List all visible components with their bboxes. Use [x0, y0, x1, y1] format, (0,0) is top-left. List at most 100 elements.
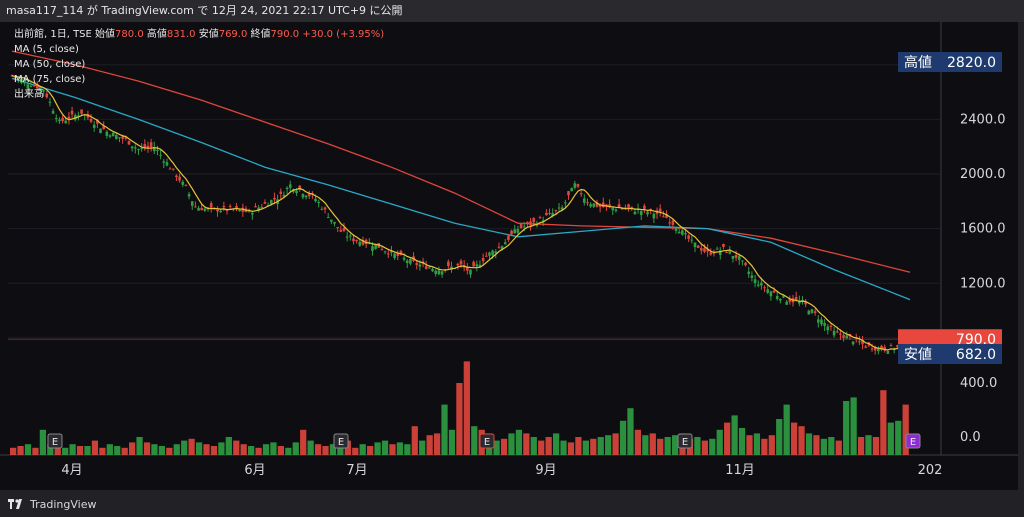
volume-bar [329, 444, 337, 455]
earnings-marker-box[interactable] [333, 433, 349, 449]
candle [48, 101, 52, 103]
earnings-marker: E [677, 433, 693, 449]
volume-bar [151, 444, 158, 455]
candle [307, 193, 311, 197]
volume-bar [114, 446, 121, 455]
volume-bar [181, 440, 188, 455]
volume-bar [441, 404, 448, 455]
volume-bar [277, 446, 285, 455]
volume-bar [433, 433, 441, 455]
volume-bar [664, 437, 671, 455]
volume-bar [225, 437, 232, 455]
time-axis: 4月 6月 7月 9月 11月 202 [61, 463, 942, 478]
volume-tick-label: 0.0 [960, 430, 981, 445]
candle [820, 319, 823, 325]
candle [737, 256, 741, 260]
legend-ma50[interactable]: MA (50, close) [14, 59, 86, 70]
candle [835, 331, 839, 333]
volume-bar [396, 442, 404, 455]
volume-bar [642, 435, 649, 455]
volume-bar [381, 440, 389, 455]
candle [20, 78, 23, 83]
candle [652, 213, 656, 219]
candle [361, 240, 365, 245]
earnings-marker-letter: E [52, 437, 58, 448]
legend-ma5[interactable]: MA (5, close) [14, 44, 79, 55]
candle [674, 228, 678, 231]
candle [861, 340, 864, 345]
candle [605, 204, 608, 207]
candle [715, 248, 719, 250]
candle [529, 221, 532, 226]
volume-bar [500, 438, 508, 455]
legend-ma75[interactable]: MA (75, close) [14, 74, 86, 85]
price-tick-label: 1200.0 [960, 276, 1006, 291]
candle [668, 222, 671, 224]
candle [798, 301, 801, 304]
candle [633, 211, 637, 215]
candle [750, 275, 754, 278]
candle [431, 268, 434, 272]
volume-bar [143, 442, 151, 455]
candle [203, 208, 207, 211]
candle [336, 227, 339, 229]
volume-bar [857, 437, 865, 455]
candle [152, 147, 156, 152]
candle [456, 263, 460, 266]
candle [282, 194, 286, 197]
candle [639, 210, 643, 216]
candle [415, 263, 419, 265]
earnings-marker-box[interactable] [677, 433, 693, 449]
volume-bar [813, 435, 820, 455]
candle [839, 333, 842, 335]
candle [428, 267, 431, 269]
legend-volume[interactable]: 出来高 [14, 89, 44, 100]
candle [889, 345, 893, 347]
candle [503, 242, 507, 245]
volume-bar [590, 438, 597, 455]
volume-bar [709, 438, 716, 455]
volume-bar [790, 422, 798, 455]
candle [175, 175, 178, 178]
candle [488, 252, 491, 256]
low-price-label: 安値 [904, 347, 932, 363]
candle [564, 202, 567, 204]
candle [481, 257, 485, 262]
earnings-marker-box[interactable] [905, 433, 921, 449]
candle [519, 223, 523, 228]
candle [10, 75, 14, 77]
candle [121, 136, 124, 139]
candle [440, 271, 444, 275]
volume-bar [865, 435, 872, 455]
candle [845, 335, 849, 339]
volume-bar [575, 437, 582, 455]
volume-bar [195, 442, 203, 455]
volume-bar [649, 433, 656, 455]
candle [491, 250, 494, 256]
volume-bar [634, 429, 642, 455]
candle [753, 279, 757, 284]
earnings-marker-box[interactable] [479, 433, 495, 449]
volume-bar [731, 415, 738, 455]
volume-bar [314, 444, 322, 455]
candle [896, 345, 899, 347]
candle [333, 221, 336, 224]
price-chart[interactable]: 2400.0 2000.0 1600.0 1200.0 400.0 0.0 4月 6月 7月 9… [0, 0, 1024, 490]
candle [111, 132, 115, 137]
candle [235, 205, 238, 209]
candle [734, 255, 738, 258]
candle [807, 310, 811, 315]
volume-bar [471, 426, 478, 455]
candle [646, 211, 649, 215]
candle [437, 270, 441, 275]
candle [677, 231, 681, 234]
candle [782, 295, 785, 298]
candle [279, 191, 283, 194]
ma75-path [11, 50, 911, 273]
candle [785, 301, 788, 305]
candle [77, 115, 80, 117]
volume-bar [538, 440, 545, 455]
volume-bar [776, 419, 783, 455]
earnings-marker-box[interactable] [47, 433, 63, 449]
candle [115, 135, 118, 140]
